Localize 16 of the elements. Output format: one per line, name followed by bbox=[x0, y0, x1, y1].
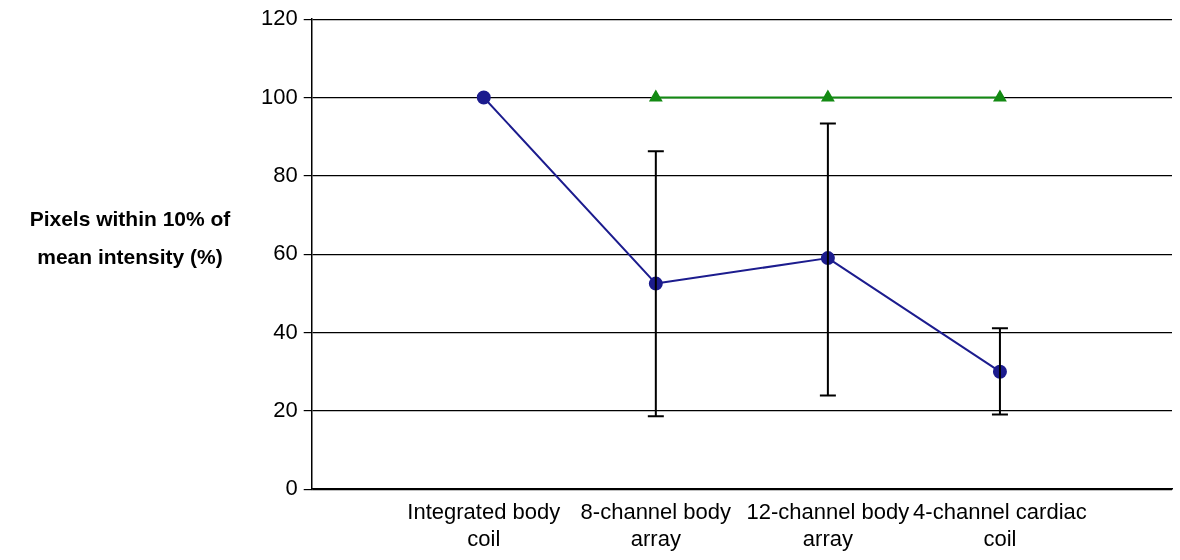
y-tick-label: 80 bbox=[273, 161, 298, 187]
point bbox=[993, 90, 1007, 102]
point bbox=[821, 90, 835, 102]
y-tick-label: 40 bbox=[273, 318, 298, 344]
y-axis-title: Pixels within 10% of mean intensity (%) bbox=[28, 206, 232, 270]
point bbox=[649, 90, 663, 102]
x-tick-label: 8-channel body array bbox=[580, 499, 732, 551]
x-tick-label: Integrated body coil bbox=[407, 499, 561, 551]
point bbox=[476, 90, 491, 105]
y-tick-label: 120 bbox=[260, 5, 298, 31]
y-tick-label: 20 bbox=[273, 396, 298, 422]
x-tick-label: 12-channel body array bbox=[746, 499, 910, 551]
y-tick-label: 60 bbox=[273, 240, 298, 266]
x-tick-label: 4-channel cardiac coil bbox=[913, 499, 1087, 551]
y-tick-label: 100 bbox=[260, 83, 298, 109]
y-tick-label: 0 bbox=[285, 475, 298, 501]
